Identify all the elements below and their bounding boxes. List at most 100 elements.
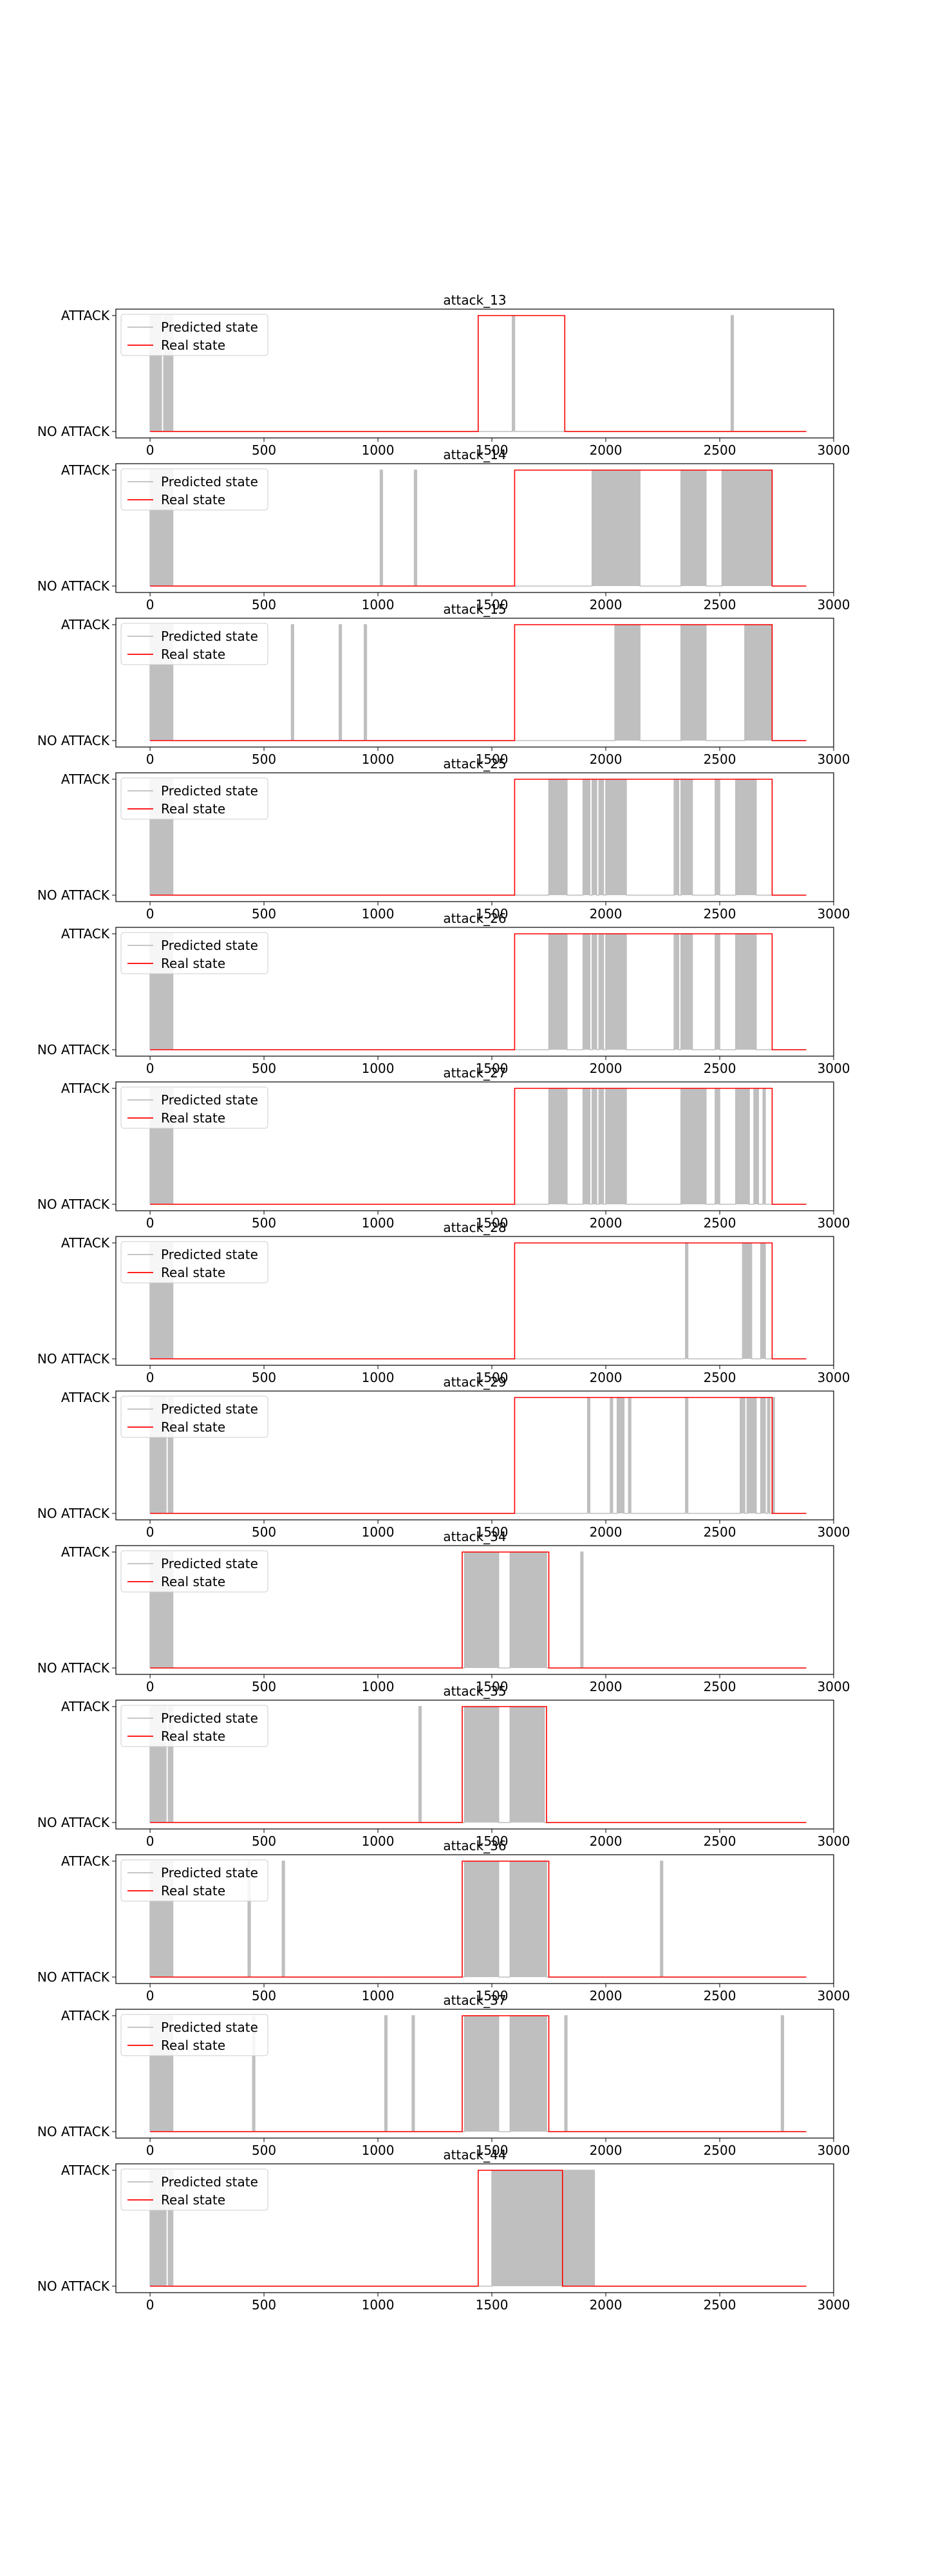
predicted-attack-band	[731, 316, 734, 431]
predicted-attack-band	[587, 1397, 590, 1513]
legend-label: Predicted state	[161, 938, 258, 953]
predicted-attack-band	[735, 934, 756, 1050]
x-tick-label: 500	[252, 597, 276, 612]
legend-box	[120, 1086, 268, 1129]
predicted-attack-band	[492, 2170, 595, 2286]
x-tick-label: 1000	[362, 2143, 395, 2158]
x-tick-label: 500	[252, 2297, 276, 2313]
plot-area	[149, 933, 807, 1050]
real-state-line	[150, 1088, 807, 1205]
predicted-attack-band	[610, 1397, 613, 1513]
predicted-attack-band	[599, 934, 604, 1050]
x-tick-label: 3000	[818, 442, 850, 458]
x-tick-label: 0	[146, 752, 154, 767]
real-state-line	[150, 2170, 807, 2287]
subplot-title: attack_15	[443, 601, 506, 617]
predicted-attack-band	[680, 470, 706, 586]
subplot-title: attack_28	[443, 1220, 506, 1235]
predicted-attack-band	[592, 470, 641, 586]
y-tick-label: ATTACK	[61, 1853, 110, 1869]
y-tick-label: ATTACK	[61, 617, 110, 632]
axes-frame	[115, 772, 834, 902]
predicted-attack-band	[510, 1707, 545, 1823]
x-tick-label: 2500	[704, 752, 736, 767]
x-tick-label: 2000	[590, 1524, 623, 1540]
y-tick-label: NO ATTACK	[37, 1969, 110, 1985]
subplot-attack_14: attack_14 0 500 1000 1500 2000 2500 3000 NO ATTA…	[37, 447, 850, 612]
legend-label: Predicted state	[161, 2174, 258, 2190]
subplot-attack_36: attack_36 0 500 1000 1500 2000 2500 3000 NO ATTA…	[37, 1838, 850, 2003]
legend-label: Real state	[161, 337, 225, 353]
x-tick-label: 3000	[818, 1988, 850, 2003]
legend-label: Real state	[161, 1574, 225, 1589]
legend-box	[120, 1550, 268, 1593]
x-tick-label: 500	[252, 1215, 276, 1231]
predicted-attack-band	[464, 1861, 499, 1977]
predicted-attack-band	[674, 779, 679, 895]
x-tick-label: 2000	[590, 1061, 623, 1076]
x-tick-label: 3000	[818, 1524, 850, 1540]
x-tick-label: 500	[252, 752, 276, 767]
predicted-attack-band	[744, 625, 772, 741]
predicted-attack-band	[763, 1088, 765, 1204]
y-tick-label: ATTACK	[61, 308, 110, 323]
predicted-attack-band	[685, 1397, 688, 1513]
predicted-attack-band	[592, 779, 597, 895]
x-tick-label: 2500	[704, 1215, 736, 1231]
x-tick-label: 1000	[362, 597, 395, 612]
subplot-attack_27: attack_27 0 500 1000 1500 2000 2500 3000 NO ATTA…	[37, 1065, 850, 1231]
x-tick-label: 0	[146, 2143, 154, 2158]
axes-frame	[115, 1854, 834, 1984]
subplot-title: attack_14	[443, 447, 506, 462]
y-tick-label: NO ATTACK	[37, 2278, 110, 2294]
legend-box	[120, 777, 268, 820]
predicted-attack-band	[760, 1243, 765, 1359]
subplot-title: attack_37	[443, 1993, 506, 2008]
y-tick-label: NO ATTACK	[37, 1351, 110, 1367]
legend-label: Real state	[161, 2192, 225, 2208]
predicted-attack-band	[418, 1707, 422, 1823]
subplot-title: attack_34	[443, 1529, 506, 1544]
predicted-attack-band	[291, 625, 294, 741]
y-tick-label: ATTACK	[61, 1081, 110, 1096]
x-tick-label: 2000	[590, 1370, 623, 1385]
predicted-attack-band	[565, 2016, 567, 2132]
predicted-attack-band	[168, 1707, 173, 1823]
x-tick-label: 3000	[818, 1370, 850, 1385]
x-tick-label: 3000	[818, 752, 850, 767]
predicted-attack-band	[510, 1552, 547, 1668]
legend-label: Real state	[161, 492, 225, 507]
x-tick-label: 1000	[362, 1370, 395, 1385]
y-tick-label: NO ATTACK	[37, 1197, 110, 1212]
legend-box	[120, 932, 268, 974]
real-state-line	[150, 1706, 807, 1823]
x-tick-label: 1500	[476, 1988, 509, 2003]
x-tick-label: 3000	[818, 906, 850, 922]
predicted-attack-band	[767, 1397, 770, 1513]
legend-box	[120, 314, 268, 356]
real-state-line	[150, 1551, 807, 1669]
predicted-attack-band	[680, 934, 693, 1050]
x-tick-label: 1500	[476, 1215, 509, 1231]
subplot-attack_26: attack_26 0 500 1000 1500 2000 2500 3000 NO ATTA…	[37, 911, 850, 1076]
x-tick-label: 2000	[590, 1215, 623, 1231]
x-tick-label: 2000	[590, 1833, 623, 1849]
real-state-line	[150, 315, 807, 432]
predicted-attack-band	[548, 779, 567, 895]
predicted-attack-band	[510, 1861, 547, 1977]
legend-label: Predicted state	[161, 1247, 258, 1262]
x-tick-label: 2000	[590, 1988, 623, 2003]
y-tick-label: ATTACK	[61, 1235, 110, 1251]
predicted-attack-band	[583, 779, 590, 895]
predicted-attack-band	[781, 2016, 784, 2132]
x-tick-label: 1500	[476, 2297, 509, 2313]
legend-label: Predicted state	[161, 1401, 258, 1417]
x-tick-label: 1500	[476, 1524, 509, 1540]
subplot-attack_25: attack_25 0 500 1000 1500 2000 2500 3000 NO ATTA…	[37, 756, 850, 922]
predicted-attack-band	[628, 1397, 631, 1513]
subplot-title: attack_35	[443, 1683, 506, 1699]
legend-label: Predicted state	[161, 629, 258, 644]
subplot-attack_37: attack_37 0 500 1000 1500 2000 2500 3000 NO ATTA…	[37, 1993, 850, 2158]
x-tick-label: 500	[252, 1833, 276, 1849]
x-tick-label: 0	[146, 597, 154, 612]
